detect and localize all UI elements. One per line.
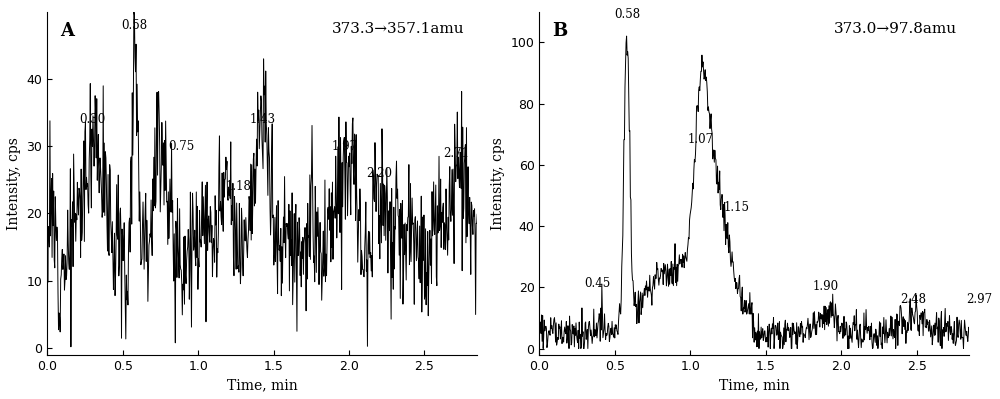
Text: 0.45: 0.45 [585, 277, 611, 290]
Text: 1.18: 1.18 [225, 180, 251, 193]
X-axis label: Time, min: Time, min [719, 378, 790, 392]
Text: 2.20: 2.20 [366, 167, 392, 180]
Text: 1.07: 1.07 [688, 133, 714, 146]
Text: 373.0→97.8amu: 373.0→97.8amu [833, 22, 957, 36]
Text: 1.15: 1.15 [723, 201, 749, 214]
Text: 1.90: 1.90 [813, 280, 839, 293]
Text: 2.48: 2.48 [901, 292, 927, 306]
Text: 0.75: 0.75 [168, 140, 194, 153]
X-axis label: Time, min: Time, min [227, 378, 298, 392]
Y-axis label: Intensity, cps: Intensity, cps [491, 137, 505, 229]
Text: 2.97: 2.97 [966, 292, 993, 306]
Text: 0.30: 0.30 [79, 113, 106, 126]
Text: A: A [60, 22, 74, 40]
Text: 2.71: 2.71 [443, 147, 469, 160]
Y-axis label: Intensity, cps: Intensity, cps [7, 137, 21, 229]
Text: 373.3→357.1amu: 373.3→357.1amu [332, 22, 464, 36]
Text: 0.58: 0.58 [122, 19, 148, 32]
Text: 0.58: 0.58 [614, 8, 640, 21]
Text: 1.97: 1.97 [331, 140, 358, 153]
Text: B: B [552, 22, 568, 40]
Text: 1.43: 1.43 [250, 113, 276, 126]
